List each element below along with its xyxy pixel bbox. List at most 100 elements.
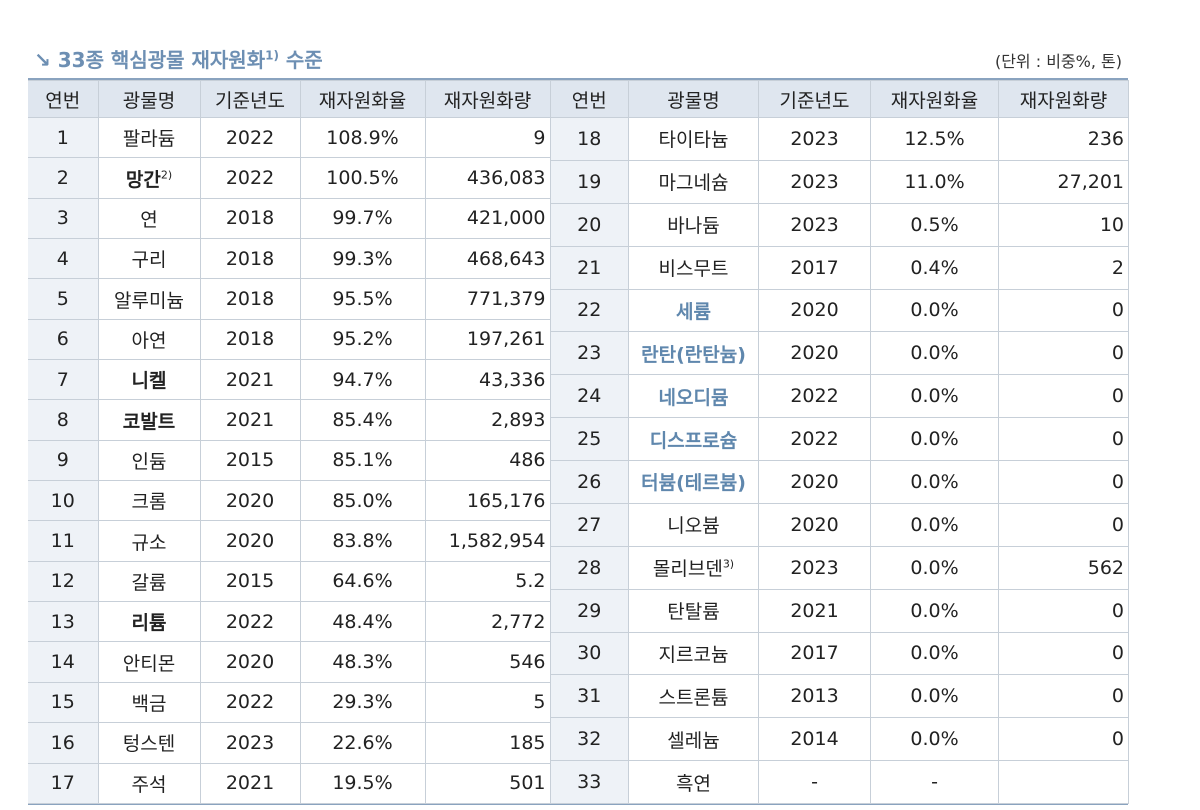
row: 15 백금 2022 29.3% 5 [28,681,551,724]
mineral-name: 니오븀 [667,515,720,538]
rate-cell: 99.3% [299,238,426,280]
mineral-name: 코발트 [122,410,176,433]
row: 25 디스프로슘 2022 0.0% 0 [550,417,1129,461]
mineral-name: 망간 [125,168,161,191]
name-cell: 갈륨 [97,560,201,603]
name-cell: 타이타늄 [628,117,759,161]
year-cell: 2022 [758,417,871,461]
rate-cell: 94.7% [299,359,426,401]
mineral-name: 마그네슘 [658,172,729,195]
mineral-name: 비스무트 [658,258,729,281]
amount-cell: 2,772 [424,601,551,643]
mineral-name: 연 [140,208,158,231]
row: 7 니켈 2021 94.7% 43,336 [28,359,551,401]
row: 21 비스무트 2017 0.4% 2 [550,245,1129,290]
name-cell: 몰리브덴3) [628,545,759,590]
no-cell: 31 [550,674,629,719]
column-header: 재자원화량 [998,80,1129,118]
mineral-name: 네오디뮴 [658,386,729,409]
rate-cell: 0.0% [870,460,999,504]
amount-cell: 236 [998,117,1129,161]
name-cell: 주석 [97,762,201,804]
column-header: 기준년도 [758,80,871,118]
rate-cell: 0.0% [870,374,999,419]
header-row: 연번 광물명 기준년도 재자원화율 재자원화량 [28,80,551,118]
row: 20 바나듐 2023 0.5% 10 [550,202,1129,247]
no-cell: 3 [28,197,99,240]
no-cell: 17 [28,762,99,804]
amount-cell: 9 [424,116,551,159]
no-cell: 11 [28,520,99,562]
name-cell: 세륨 [628,288,759,333]
title-note: 1) [265,48,279,63]
rate-cell: 83.8% [299,520,426,562]
mineral-name: 란탄(란탄늄) [641,343,746,366]
name-cell: 백금 [97,681,201,724]
row: 6 아연 2018 95.2% 197,261 [28,318,551,361]
row: 2 망간2) 2022 100.5% 436,083 [28,157,551,199]
name-cell: 터븀(테르븀) [628,460,759,504]
row: 1 팔라듐 2022 108.9% 9 [28,116,551,159]
mineral-name: 셀레늄 [667,729,720,752]
year-cell: 2013 [758,674,871,719]
year-cell: 2015 [199,439,301,482]
name-cell: 디스프로슘 [628,417,759,461]
column-header: 연번 [28,80,99,118]
mineral-name: 몰리브덴 [652,558,723,581]
name-cell: 텅스텐 [97,722,201,764]
rate-cell: 0.0% [870,674,999,719]
no-cell: 26 [550,460,629,504]
name-cell: 망간2) [97,157,201,199]
name-cell: 니오븀 [628,502,759,547]
year-cell: 2014 [758,717,871,762]
rate-cell: 0.0% [870,545,999,590]
row: 27 니오븀 2020 0.0% 0 [550,502,1129,547]
rate-cell: 108.9% [299,116,426,159]
unit: (단위 : 비중%, 톤) [994,52,1122,71]
no-cell: 5 [28,278,99,320]
rate-cell: 22.6% [299,722,426,764]
no-cell: 14 [28,641,99,683]
mineral-name: 구리 [131,249,167,272]
name-cell: 탄탈륨 [628,588,759,633]
footnote-mark: 3) [722,557,735,571]
no-cell: 19 [550,159,629,204]
amount-cell: 546 [424,641,551,683]
rate-cell: 0.5% [870,202,999,247]
rate-cell: 0.0% [870,288,999,333]
rate-cell: 0.0% [870,417,999,461]
no-cell: 27 [550,502,629,547]
row: 32 셀레늄 2014 0.0% 0 [550,717,1129,762]
mineral-name: 크롬 [131,491,167,514]
year-cell: 2021 [199,762,301,804]
year-cell: 2023 [758,159,871,204]
column-header: 연번 [550,80,629,118]
mineral-name: 백금 [131,692,167,715]
no-cell: 10 [28,480,99,522]
no-cell: 30 [550,631,629,676]
row: 30 지르코늄 2017 0.0% 0 [550,631,1129,676]
name-cell: 팔라듐 [97,116,201,159]
title-suffix: 수준 [285,48,323,72]
no-cell: 2 [28,157,99,199]
amount-cell: 2,893 [424,399,551,441]
amount-cell: 0 [998,417,1129,461]
amount-cell: 436,083 [424,157,551,199]
no-cell: 22 [550,288,629,333]
amount-cell: 27,201 [998,159,1129,204]
rate-cell: 0.0% [870,331,999,376]
mineral-name: 세륨 [676,300,711,323]
amount-cell: 486 [424,439,551,482]
amount-cell [998,760,1129,804]
rate-cell: 64.6% [299,560,426,603]
name-cell: 알루미늄 [97,278,201,320]
amount-cell: 0 [998,460,1129,504]
row: 11 규소 2020 83.8% 1,582,954 [28,520,551,562]
year-cell: 2018 [199,197,301,240]
mineral-name: 니켈 [131,370,167,393]
no-cell: 29 [550,588,629,633]
title-text: 33종 핵심광물 재자원화 [57,48,266,72]
row: 33 흑연 - - [550,760,1129,804]
no-cell: 32 [550,717,629,762]
